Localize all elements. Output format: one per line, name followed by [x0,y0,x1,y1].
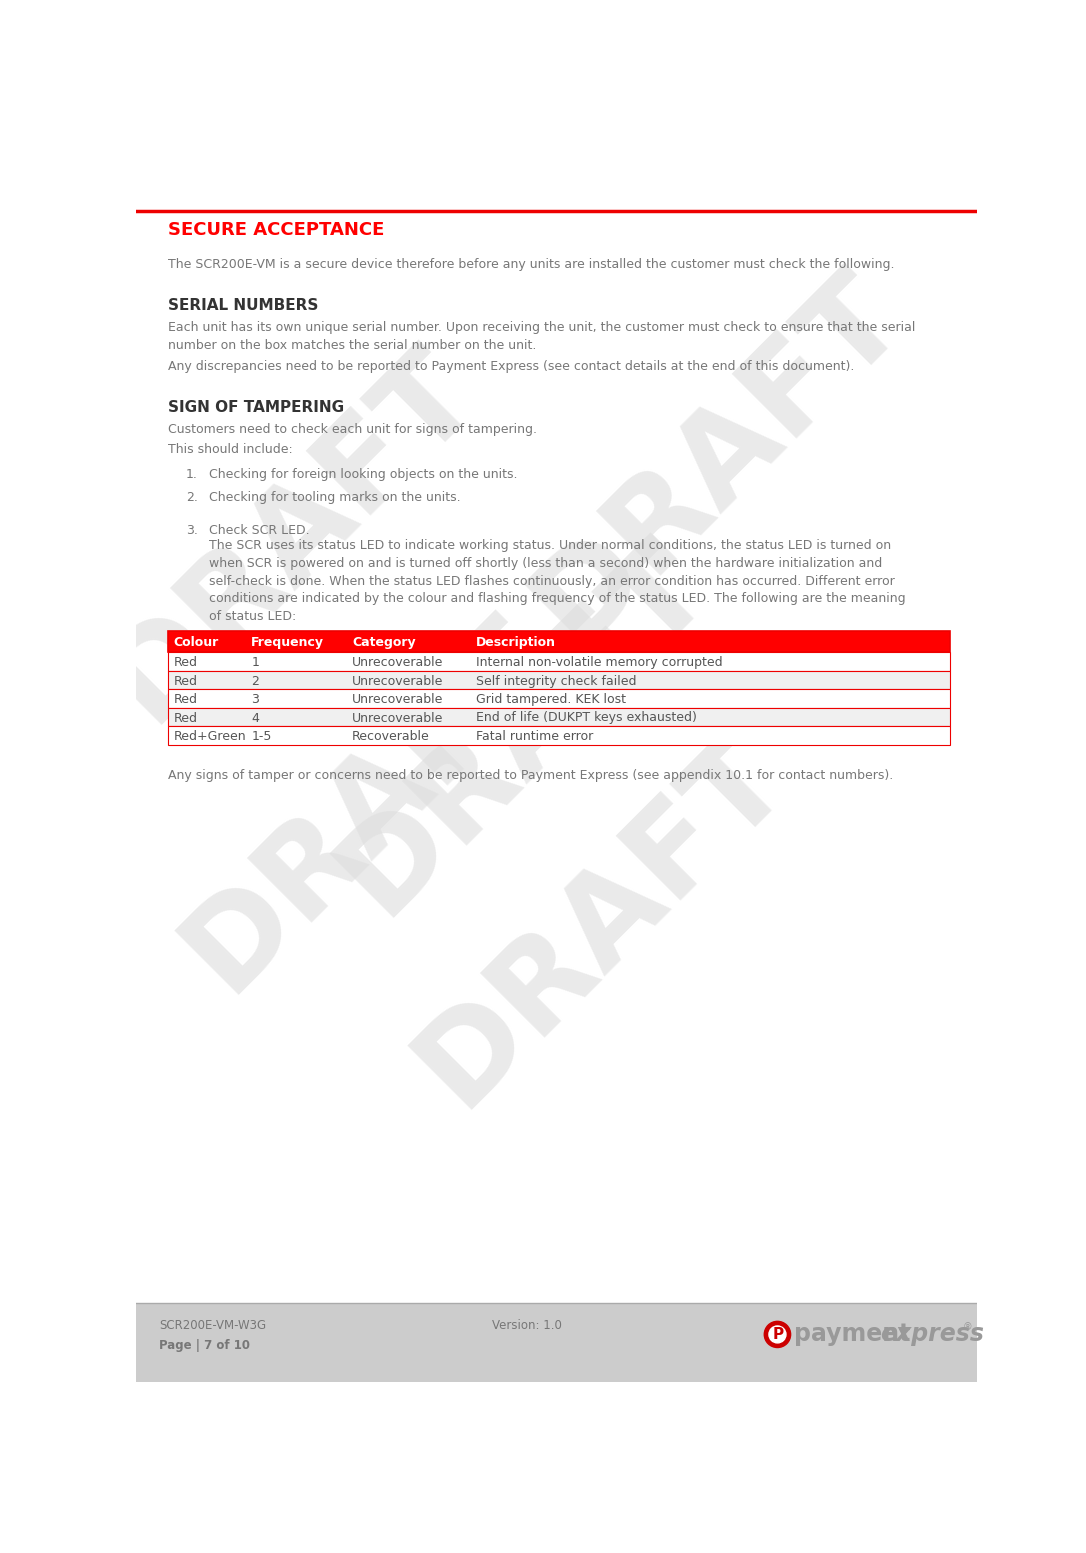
Text: Checking for foreign looking objects on the units.: Checking for foreign looking objects on … [210,467,518,481]
Text: Fatal runtime error: Fatal runtime error [476,730,593,742]
Text: Self integrity check failed: Self integrity check failed [476,674,636,688]
Circle shape [769,1326,786,1343]
Text: Red: Red [174,674,198,688]
Text: SERIAL NUMBERS: SERIAL NUMBERS [168,298,318,314]
Text: The SCR uses its status LED to indicate working status. Under normal conditions,: The SCR uses its status LED to indicate … [210,539,906,623]
Text: DRAFT: DRAFT [83,328,498,744]
Text: DRAFT: DRAFT [393,713,809,1127]
Text: Check SCR LED.: Check SCR LED. [210,523,310,537]
Text: Customers need to check each unit for signs of tampering.: Customers need to check each unit for si… [168,422,538,436]
Text: Colour: Colour [174,637,219,649]
Text: 2: 2 [251,674,260,688]
Text: Recoverable: Recoverable [352,730,430,742]
Text: Unrecoverable: Unrecoverable [352,655,443,669]
Text: 2.: 2. [186,491,198,505]
Circle shape [765,1322,791,1348]
Text: The SCR200E-VM is a secure device therefore before any units are installed the c: The SCR200E-VM is a secure device theref… [168,258,895,270]
Text: Internal non-volatile memory corrupted: Internal non-volatile memory corrupted [476,655,722,669]
Text: This should include:: This should include: [168,443,293,455]
Text: Red+Green: Red+Green [174,730,247,742]
Bar [168,708,949,727]
Text: SECURE ACCEPTANCE: SECURE ACCEPTANCE [168,221,384,239]
Text: Any signs of tamper or concerns need to be reported to Payment Express (see appe: Any signs of tamper or concerns need to … [168,769,894,783]
Text: Grid tampered. KEK lost: Grid tampered. KEK lost [476,693,626,707]
Text: Red: Red [174,655,198,669]
Text: DRAFT: DRAFT [509,250,925,666]
Bar [136,1303,977,1382]
Text: Category: Category [352,637,416,649]
Text: 1: 1 [251,655,260,669]
Text: Unrecoverable: Unrecoverable [352,711,443,725]
Text: 4: 4 [251,711,260,725]
Text: SCR200E-VM-W3G: SCR200E-VM-W3G [159,1318,266,1332]
Text: Version: 1.0: Version: 1.0 [492,1318,563,1332]
Text: Page | 7 of 10: Page | 7 of 10 [159,1339,250,1353]
Text: ®: ® [962,1322,972,1332]
Text: Unrecoverable: Unrecoverable [352,693,443,707]
Bar [168,652,949,671]
Text: Checking for tooling marks on the units.: Checking for tooling marks on the units. [210,491,460,505]
Text: Red: Red [174,693,198,707]
Text: Unrecoverable: Unrecoverable [352,674,443,688]
Text: 3: 3 [251,693,260,707]
Text: End of life (DUKPT keys exhausted): End of life (DUKPT keys exhausted) [476,711,697,725]
Text: SIGN OF TAMPERING: SIGN OF TAMPERING [168,399,344,415]
Text: payment: payment [795,1323,911,1346]
Text: Description: Description [476,637,556,649]
Bar [168,632,949,652]
Text: P: P [773,1326,784,1342]
Text: 1.: 1. [186,467,198,481]
Text: Any discrepancies need to be reported to Payment Express (see contact details at: Any discrepancies need to be reported to… [168,360,855,373]
Text: DRAFT: DRAFT [315,520,731,936]
Bar [168,690,949,708]
Text: Frequency: Frequency [251,637,325,649]
Text: DRAFT: DRAFT [161,596,577,1013]
Text: Each unit has its own unique serial number. Upon receiving the unit, the custome: Each unit has its own unique serial numb… [168,321,915,353]
Text: express: express [880,1323,984,1346]
Text: Red: Red [174,711,198,725]
Text: 3.: 3. [186,523,198,537]
Bar [168,727,949,744]
Text: 1-5: 1-5 [251,730,272,742]
Bar [168,671,949,690]
